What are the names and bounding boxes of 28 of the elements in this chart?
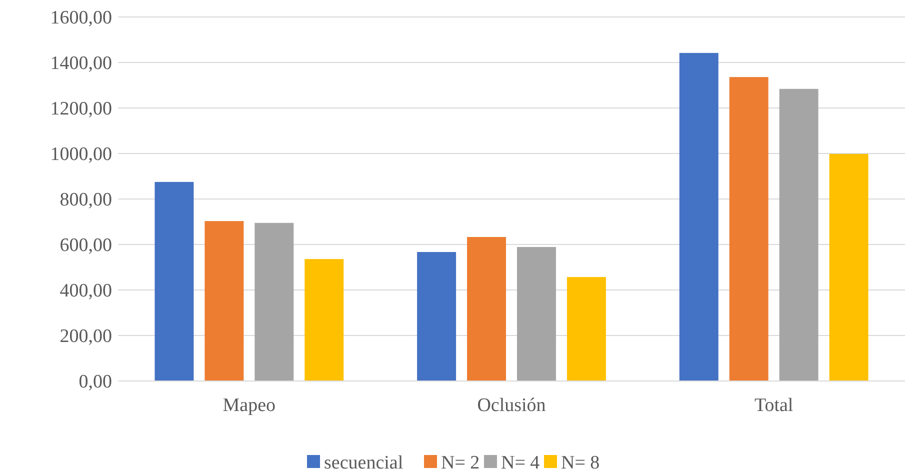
x-tick-label: Mapeo (222, 395, 276, 416)
bar (417, 252, 456, 381)
bar (204, 221, 244, 381)
y-tick-label: 600,00 (60, 235, 112, 256)
legend-label: N= 8 (561, 452, 600, 473)
y-tick-label: 1600,00 (50, 8, 112, 29)
bar (729, 77, 768, 381)
x-tick-label: Oclusión (477, 395, 546, 416)
y-tick-label: 0,00 (78, 372, 112, 393)
bar (566, 277, 606, 381)
x-tick-label: Total (754, 395, 794, 416)
y-tick-label: 800,00 (60, 190, 112, 211)
bar (679, 52, 718, 381)
y-tick-label: 1000,00 (50, 144, 112, 166)
bar (254, 222, 294, 381)
bar (154, 182, 194, 381)
bar (304, 259, 344, 381)
legend-label: N= 4 (501, 452, 540, 473)
bar (829, 154, 868, 381)
bar (779, 88, 818, 381)
y-tick-label: 200,00 (60, 326, 112, 348)
bar (467, 236, 506, 381)
y-tick-label: 1200,00 (50, 98, 112, 120)
bar (516, 247, 556, 381)
legend-label: secuencial (324, 452, 404, 473)
y-tick-label: 400,00 (60, 280, 112, 302)
y-tick-label: 1400,00 (50, 53, 112, 74)
legend-label: N= 2 (441, 452, 480, 473)
